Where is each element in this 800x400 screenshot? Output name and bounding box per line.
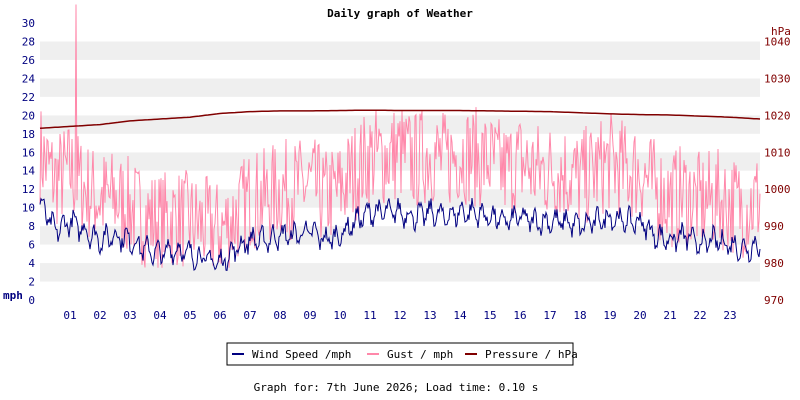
grid-band <box>40 207 760 227</box>
x-tick-label: 22 <box>693 309 706 322</box>
gust-line <box>39 4 761 268</box>
left-tick-label: 8 <box>28 220 35 233</box>
left-tick-label: 14 <box>22 165 36 178</box>
x-tick-label: 14 <box>453 309 467 322</box>
left-tick-label: 22 <box>22 91 35 104</box>
x-tick-label: 11 <box>363 309 376 322</box>
x-tick-label: 15 <box>483 309 496 322</box>
grid-band <box>40 23 760 42</box>
x-tick-label: 09 <box>303 309 316 322</box>
left-tick-label: 28 <box>22 35 35 48</box>
left-tick-label: 26 <box>22 54 35 67</box>
left-tick-label: 20 <box>22 109 35 122</box>
left-tick-label: 30 <box>22 17 35 30</box>
left-tick-label: 2 <box>28 276 35 289</box>
grid-band <box>40 281 760 300</box>
x-axis-ticks: 01 02 03 04 05 06 07 08 09 10 11 12 13 14 15 16 17 18 19 20… <box>63 309 736 322</box>
graph-footer: Graph for: 7th June 2026; Load time: 0.1… <box>254 381 539 394</box>
grid-band <box>40 78 760 97</box>
right-tick-label: 1040 <box>764 35 791 48</box>
right-axis-unit: hPa <box>771 25 791 38</box>
x-tick-label: 23 <box>723 309 736 322</box>
x-tick-label: 16 <box>513 309 526 322</box>
wind-speed-line <box>39 197 761 271</box>
legend-pressure-label: Pressure / hPa <box>485 348 578 361</box>
legend-gust-label: Gust / mph <box>387 348 453 361</box>
x-tick-label: 08 <box>273 309 286 322</box>
x-tick-label: 06 <box>213 309 226 322</box>
x-tick-label: 05 <box>183 309 196 322</box>
left-tick-label: 4 <box>28 257 35 270</box>
left-tick-label: 18 <box>22 128 35 141</box>
x-tick-label: 04 <box>153 309 167 322</box>
pressure-line <box>39 109 761 130</box>
right-tick-label: 970 <box>764 294 784 307</box>
pressure-series <box>39 109 761 130</box>
x-tick-label: 01 <box>63 309 76 322</box>
right-tick-label: 1010 <box>764 146 791 159</box>
right-tick-label: 980 <box>764 257 784 270</box>
left-tick-label: 24 <box>22 72 36 85</box>
grid-band <box>40 189 760 208</box>
x-tick-label: 10 <box>333 309 346 322</box>
wind-speed-series <box>39 197 761 271</box>
x-tick-label: 02 <box>93 309 106 322</box>
legend: Wind Speed /mph Gust / mph Pressure / hP… <box>226 342 578 366</box>
grid-band <box>40 59 760 79</box>
legend-wind-label: Wind Speed /mph <box>252 348 351 361</box>
x-tick-label: 07 <box>243 309 256 322</box>
x-tick-label: 12 <box>393 309 406 322</box>
x-tick-label: 19 <box>603 309 616 322</box>
left-axis-unit: mph <box>3 289 23 302</box>
gust-series <box>39 4 761 268</box>
left-tick-label: 6 <box>28 239 35 252</box>
grid-band <box>40 244 760 264</box>
right-tick-label: 1030 <box>764 72 791 85</box>
chart-title: Daily graph of Weather <box>327 7 473 20</box>
right-tick-label: 1000 <box>764 183 791 196</box>
left-tick-label: 12 <box>22 183 35 196</box>
x-tick-label: 21 <box>663 309 676 322</box>
grid-bands <box>40 23 760 300</box>
x-tick-label: 20 <box>633 309 646 322</box>
left-tick-label: 0 <box>28 294 35 307</box>
right-tick-label: 990 <box>764 220 784 233</box>
grid-band <box>40 96 760 116</box>
right-tick-label: 1020 <box>764 109 791 122</box>
grid-band <box>40 263 760 282</box>
right-axis-ticks: 970 980 990 1000 1010 1020 1030 1040 <box>764 35 791 307</box>
x-tick-label: 18 <box>573 309 586 322</box>
left-tick-label: 16 <box>22 146 35 159</box>
left-tick-label: 10 <box>22 202 35 215</box>
grid-band <box>40 41 760 60</box>
legend-box <box>226 342 574 366</box>
x-tick-label: 17 <box>543 309 556 322</box>
x-tick-label: 13 <box>423 309 436 322</box>
x-tick-label: 03 <box>123 309 136 322</box>
